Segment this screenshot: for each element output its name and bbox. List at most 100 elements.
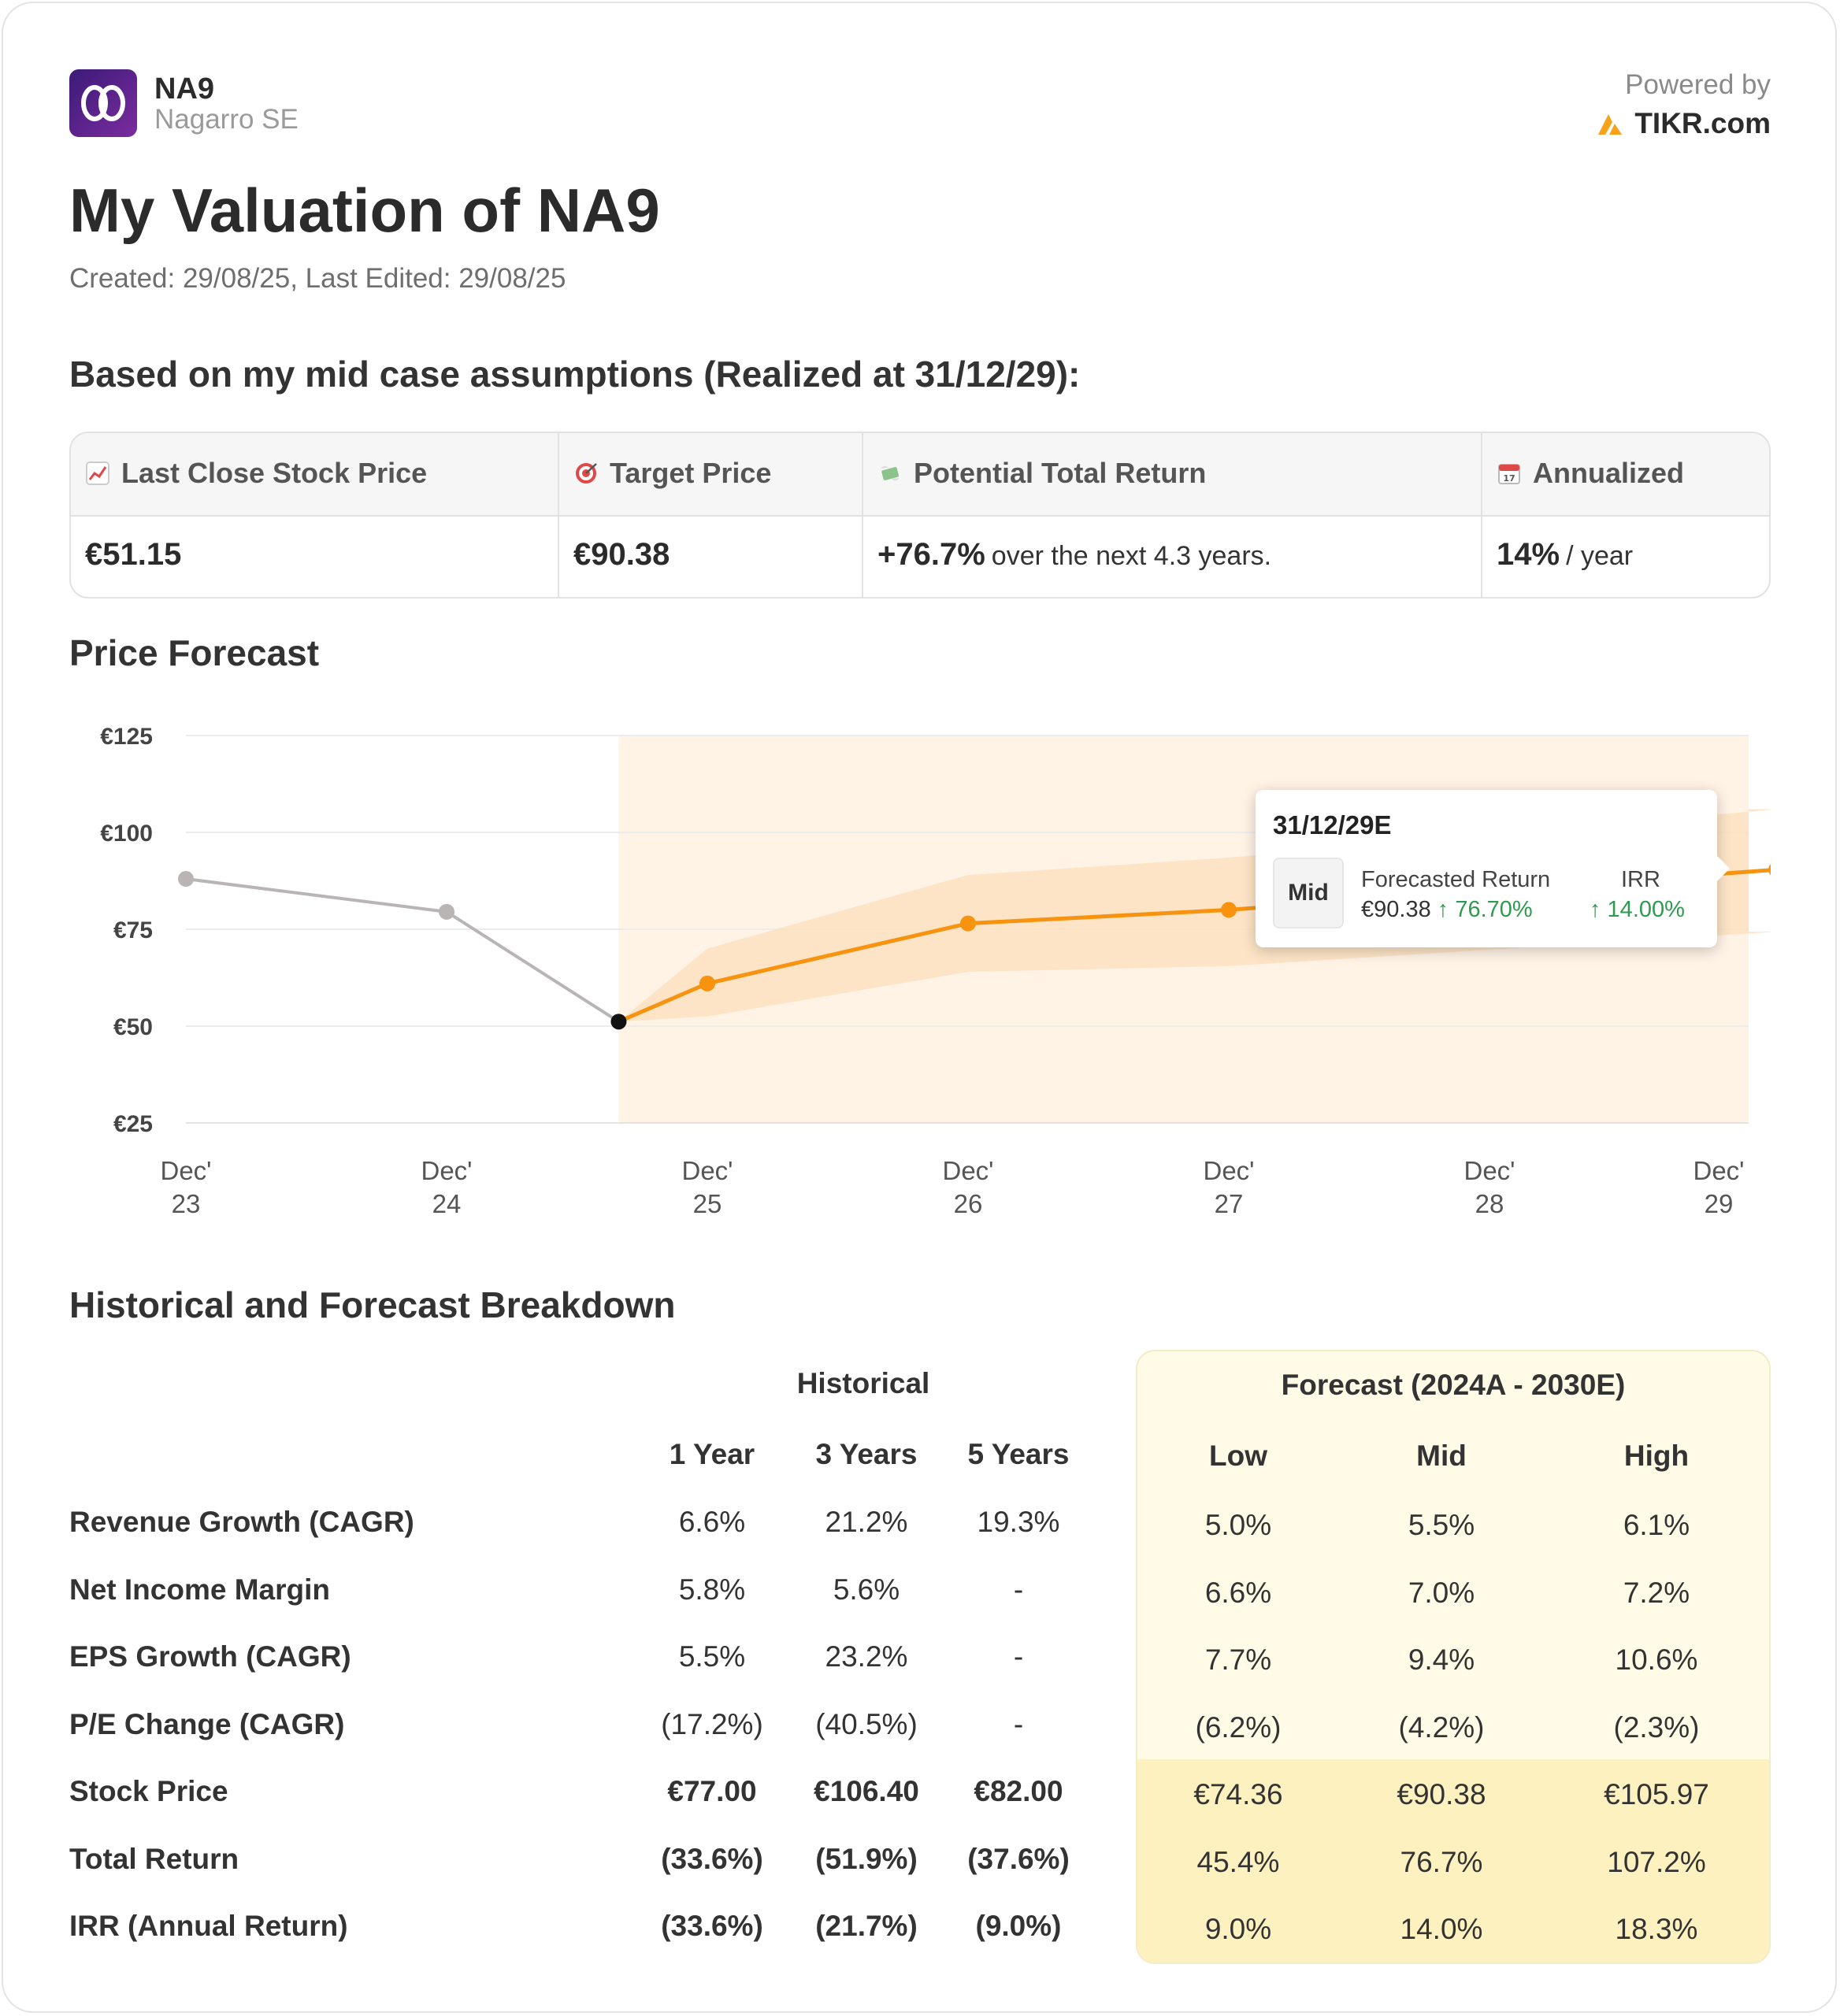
return-label: Potential Total Return: [914, 457, 1207, 489]
price-forecast-heading: Price Forecast: [69, 632, 320, 673]
x-tick-label: 26: [954, 1189, 983, 1218]
historical-cell: €82.00: [974, 1775, 1063, 1807]
historical-cell: (37.6%): [967, 1842, 1070, 1875]
historical-cell: €77.00: [667, 1775, 757, 1807]
historical-cell: -: [1013, 1640, 1024, 1673]
summary-table: Last Close Stock Price €51.15 Target Pri…: [69, 432, 1771, 598]
forecast-cell: (6.2%): [1195, 1710, 1282, 1744]
historical-cell: (33.6%): [661, 1910, 763, 1942]
row-label: Net Income Margin: [69, 1573, 330, 1606]
tooltip-return-pct: ↑ 76.70%: [1437, 897, 1533, 922]
target-icon: [576, 463, 597, 484]
x-tick-label: 23: [172, 1189, 201, 1218]
historical-cell: (9.0%): [975, 1910, 1062, 1942]
x-tick-label: 28: [1475, 1189, 1504, 1218]
forecast-cell: 7.7%: [1204, 1644, 1272, 1676]
y-tick-label: €50: [113, 1014, 153, 1040]
forecast-col-header: Low: [1209, 1440, 1267, 1472]
forecast-panel: [1136, 1350, 1771, 1964]
historical-col-header: 5 Years: [967, 1438, 1070, 1470]
forecast-point: [960, 915, 976, 932]
y-tick-label: €75: [113, 917, 153, 943]
annualized-value-row: 14% / year: [1497, 537, 1633, 573]
forecast-cell: 14.0%: [1400, 1913, 1483, 1945]
historical-col-header: 3 Years: [815, 1438, 918, 1470]
forecast-cell: (4.2%): [1398, 1710, 1485, 1744]
tooltip-price: €90.38: [1361, 897, 1431, 922]
last-close-value: €51.15: [85, 537, 182, 572]
forecast-cell: €105.97: [1604, 1778, 1709, 1810]
tikr-logo-icon: [1598, 114, 1623, 135]
ticker-symbol: NA9: [154, 72, 215, 106]
historical-col-header: 1 Year: [669, 1438, 755, 1470]
tooltip-date: 31/12/29E: [1273, 810, 1392, 839]
target-value: €90.38: [573, 537, 670, 572]
forecast-cell: 18.3%: [1615, 1913, 1698, 1945]
company-logo: [69, 69, 137, 137]
tikr-brand[interactable]: TIKR.com: [1595, 107, 1771, 140]
row-label: Stock Price: [69, 1775, 228, 1807]
forecast-cell: (2.3%): [1613, 1710, 1700, 1744]
historical-cell: -: [1013, 1573, 1024, 1606]
forecast-cell: 45.4%: [1196, 1845, 1280, 1878]
historical-cell: (33.6%): [661, 1842, 763, 1875]
historical-cell: (51.9%): [815, 1842, 918, 1875]
forecast-cell: 7.0%: [1408, 1576, 1475, 1609]
money-wings-icon: [881, 465, 900, 481]
forecast-highlight: [1137, 1759, 1769, 1962]
row-label: Revenue Growth (CAGR): [69, 1506, 414, 1538]
historical-cell: 5.6%: [833, 1573, 900, 1606]
annualized-suffix: / year: [1566, 541, 1634, 571]
historical-cell: (21.7%): [815, 1910, 918, 1942]
x-tick-label: Dec': [421, 1156, 473, 1185]
x-tick-label: Dec': [682, 1156, 733, 1185]
current-price-point: [610, 1014, 627, 1030]
x-tick-label: Dec': [943, 1156, 994, 1185]
historical-cell: -: [1013, 1707, 1024, 1740]
price-forecast-chart: €125 €100 €75 €50 €25 Dec' 23 Dec' 24 Dec' 25 Dec'…: [100, 724, 1771, 1218]
historical-point: [439, 903, 454, 920]
tikr-brand-label: TIKR.com: [1634, 107, 1771, 139]
x-tick-label: 24: [432, 1189, 462, 1218]
summary-return: Potential Total Return +76.7% over the ne…: [863, 433, 1482, 597]
tooltip-irr-label: IRR: [1621, 867, 1660, 892]
x-tick-label: 25: [693, 1189, 722, 1218]
historical-point: [178, 871, 194, 888]
x-tick-label: Dec': [1204, 1156, 1255, 1185]
x-tick-label: Dec': [161, 1156, 212, 1185]
row-label: Total Return: [69, 1842, 239, 1875]
historical-cell: 21.2%: [825, 1506, 908, 1538]
tooltip-return-values: €90.38 ↑ 76.70%: [1361, 897, 1533, 923]
page-title: My Valuation of NA9: [69, 176, 660, 245]
chart-tooltip: 31/12/29E Mid Forecasted Return €90.38 ↑…: [1256, 790, 1730, 947]
y-tick-label: €100: [100, 821, 153, 847]
row-label: P/E Change (CAGR): [69, 1707, 345, 1740]
target-label: Target Price: [610, 457, 772, 489]
forecast-point: [699, 975, 715, 991]
company-name: Nagarro SE: [154, 104, 299, 135]
summary-last-close: Last Close Stock Price €51.15: [71, 433, 559, 597]
return-suffix: over the next 4.3 years.: [991, 541, 1272, 571]
forecast-cell: 76.7%: [1400, 1845, 1483, 1878]
forecast-cell: 7.2%: [1623, 1576, 1690, 1609]
row-label: EPS Growth (CAGR): [69, 1640, 351, 1673]
historical-cell: (40.5%): [815, 1707, 918, 1740]
y-tick-label: €125: [100, 724, 153, 750]
forecast-cell: 10.6%: [1615, 1644, 1698, 1676]
historical-cell: 19.3%: [977, 1506, 1060, 1538]
historical-cell: 6.6%: [678, 1506, 746, 1538]
historical-group-header: Historical: [796, 1367, 930, 1399]
forecast-cell: €90.38: [1397, 1778, 1486, 1810]
last-close-label: Last Close Stock Price: [121, 457, 428, 489]
svg-text:17: 17: [1503, 473, 1515, 484]
powered-by-label: Powered by: [1625, 69, 1771, 100]
annualized-value: 14%: [1497, 537, 1560, 572]
chart-increasing-icon: [86, 461, 109, 485]
forecast-point: [1221, 902, 1237, 918]
forecast-cell: 5.0%: [1204, 1509, 1272, 1541]
forecast-cell: 5.5%: [1408, 1509, 1475, 1541]
y-tick-label: €25: [113, 1111, 153, 1137]
return-value-row: +76.7% over the next 4.3 years.: [877, 537, 1271, 573]
x-tick-label: 29: [1705, 1189, 1734, 1218]
historical-cell: (17.2%): [661, 1707, 763, 1740]
